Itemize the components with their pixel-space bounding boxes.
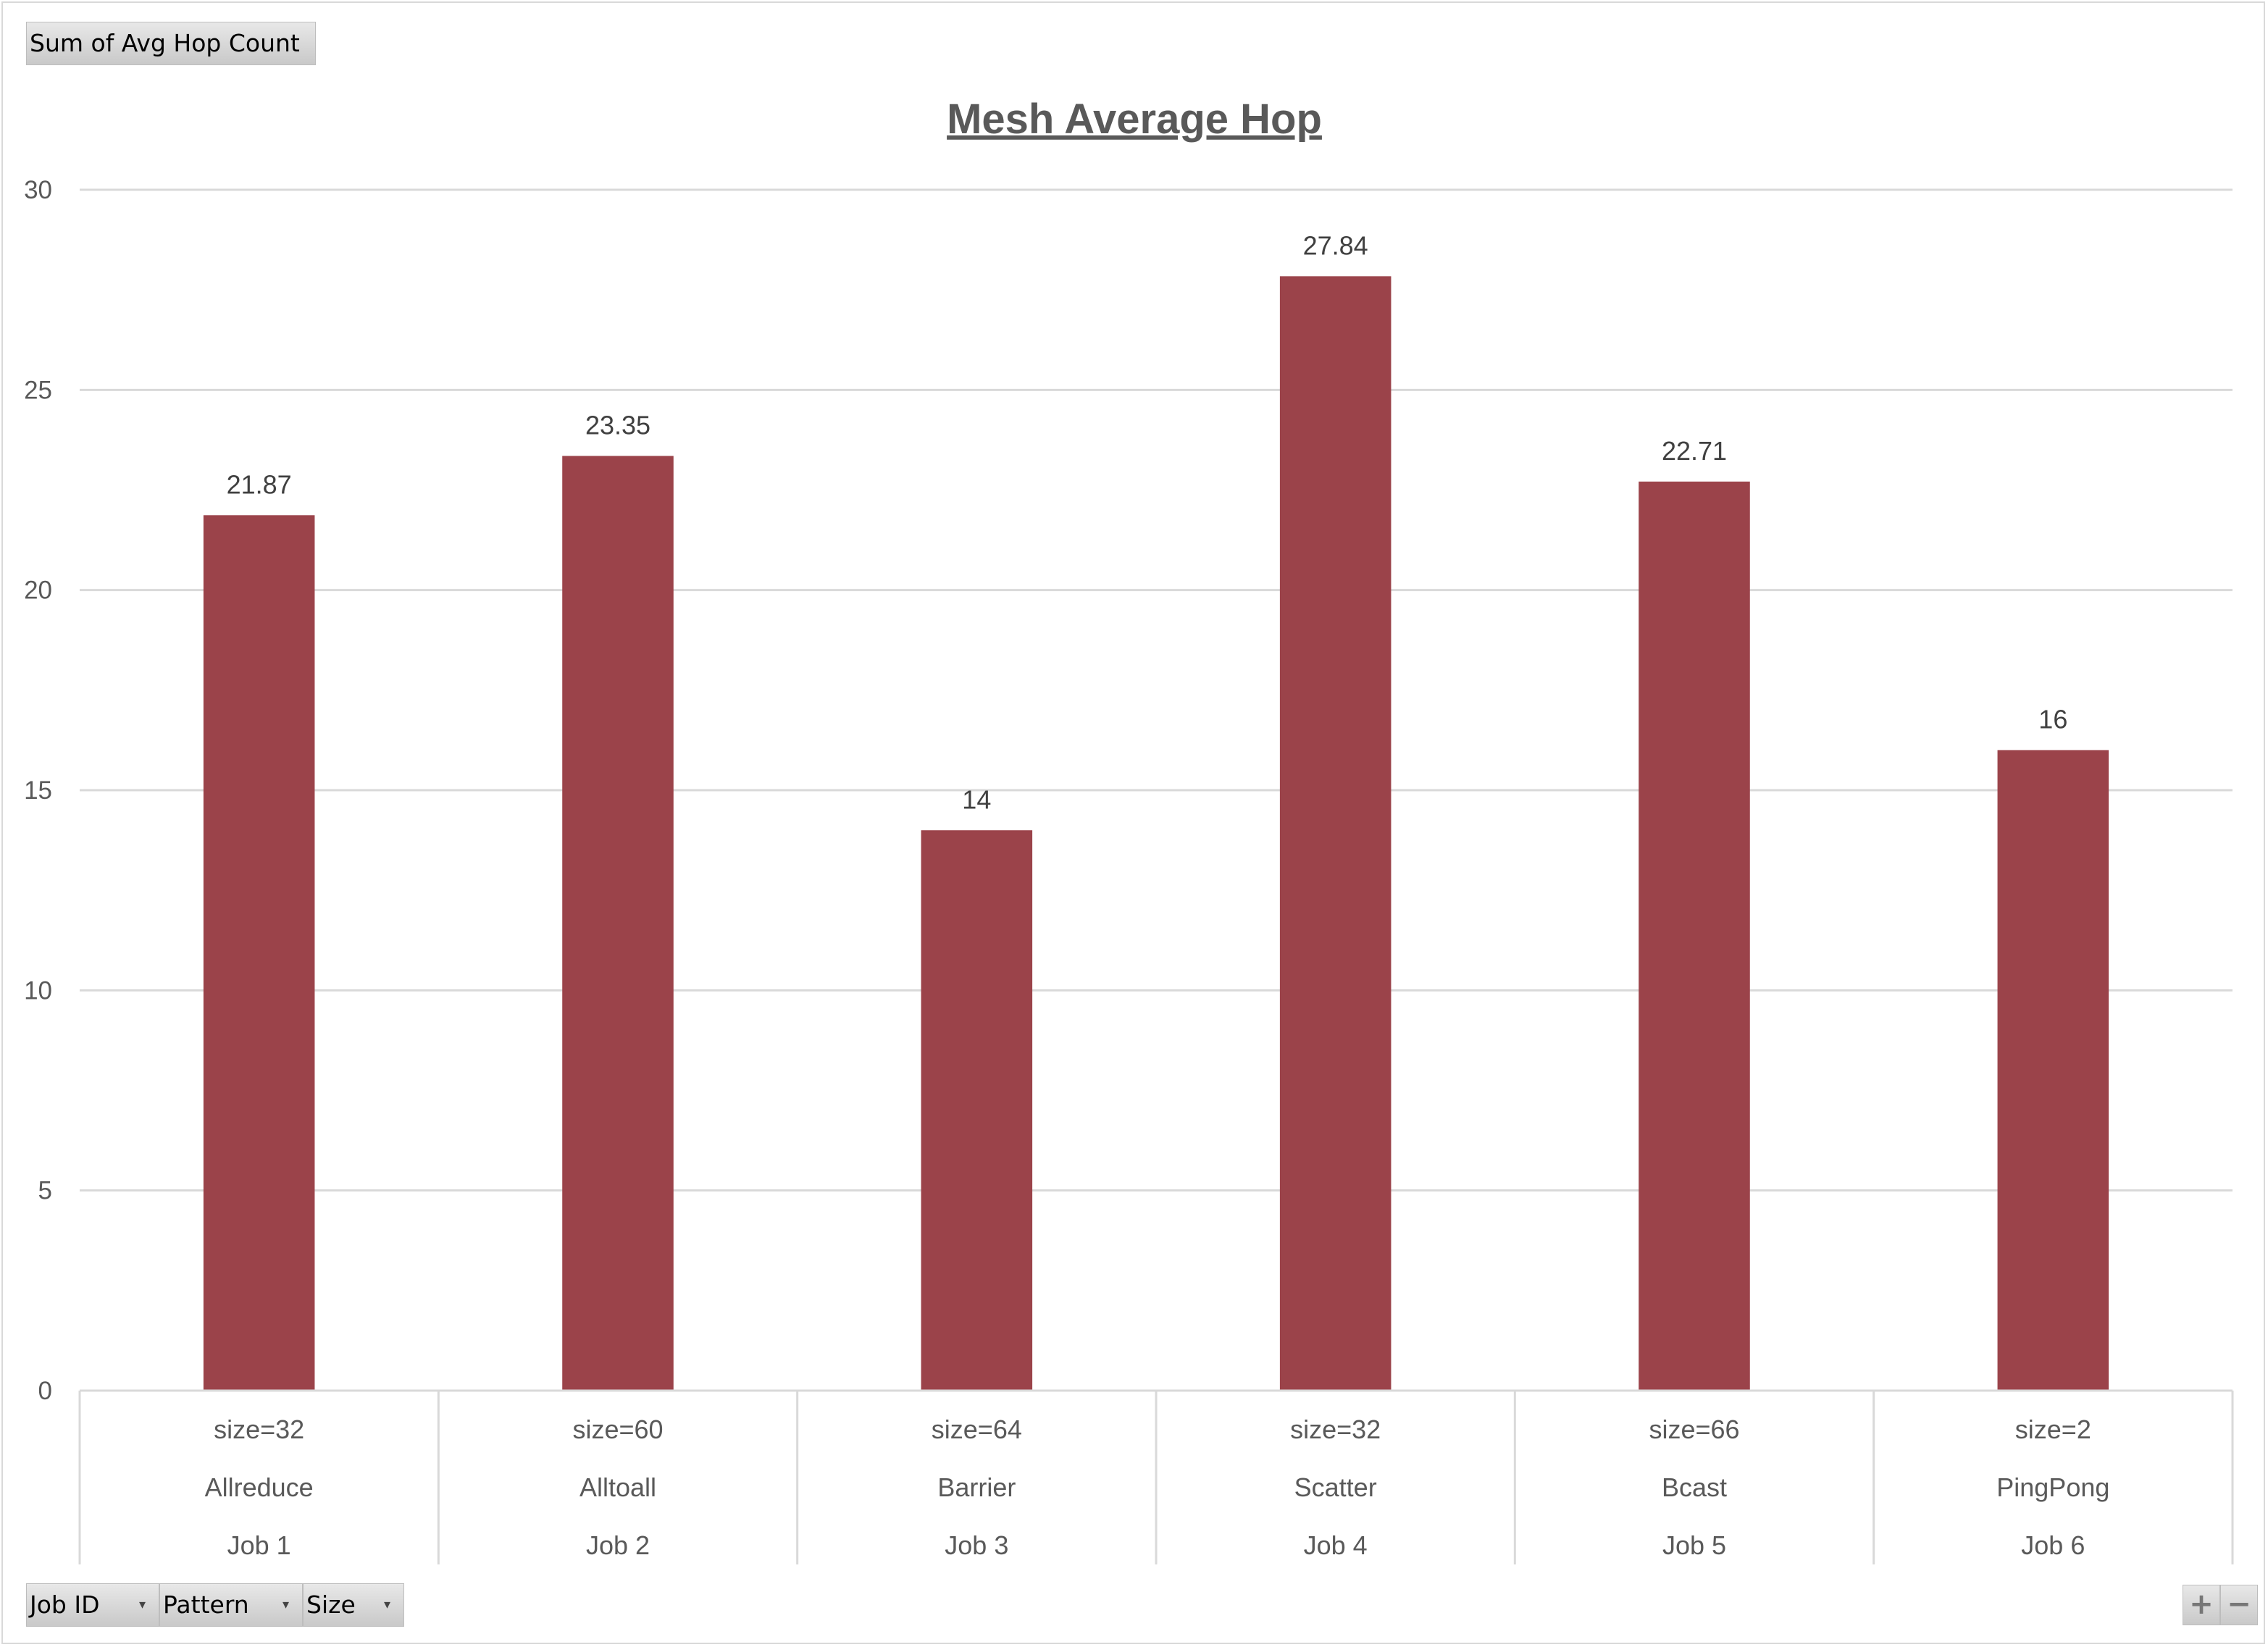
job-id-field-label: Job ID <box>30 1591 100 1619</box>
dropdown-arrow-icon: ▾ <box>138 1597 146 1612</box>
chart-title: Mesh Average Hop <box>947 96 1322 143</box>
data-labels: 21.87 23.35 14 27.84 22.71 16 <box>227 230 2068 814</box>
y-tick-label: 10 <box>24 976 52 1005</box>
x-category-size-label: size=2 <box>2015 1415 2091 1444</box>
y-tick-label: 0 <box>38 1377 52 1405</box>
value-field-button[interactable]: Sum of Avg Hop Count <box>26 22 316 65</box>
x-category-pattern-label: Scatter <box>1294 1472 1377 1502</box>
y-axis-ticks: 0 5 10 15 20 25 30 <box>24 176 52 1405</box>
data-label: 22.71 <box>1662 436 1727 466</box>
data-label: 14 <box>962 784 991 814</box>
axis-field-buttons: Job ID ▾ Pattern ▾ Size ▾ <box>26 1583 404 1628</box>
expand-collapse-controls: + − <box>2183 1585 2258 1627</box>
x-category-pattern-label: PingPong <box>1996 1472 2109 1502</box>
y-tick-label: 5 <box>38 1177 52 1205</box>
x-category-pattern-label: Barrier <box>937 1472 1016 1502</box>
size-field-button[interactable]: Size ▾ <box>303 1583 404 1627</box>
x-category-job-label: Job 6 <box>2021 1530 2085 1560</box>
dropdown-arrow-icon: ▾ <box>282 1597 289 1612</box>
size-field-label: Size <box>306 1591 356 1619</box>
y-tick-label: 15 <box>24 776 52 805</box>
x-category-size-label: size=32 <box>214 1415 304 1444</box>
y-tick-label: 25 <box>24 376 52 404</box>
value-field-label: Sum of Avg Hop Count <box>30 29 300 57</box>
x-category-job-label: Job 1 <box>227 1530 291 1560</box>
bar <box>921 830 1033 1391</box>
x-category-size-label: size=66 <box>1649 1415 1739 1444</box>
y-tick-label: 20 <box>24 577 52 605</box>
bar <box>562 456 674 1391</box>
job-id-field-button[interactable]: Job ID ▾ <box>26 1583 159 1627</box>
dropdown-arrow-icon: ▾ <box>383 1597 390 1612</box>
y-tick-label: 30 <box>24 176 52 204</box>
bar <box>1997 750 2109 1391</box>
x-category-pattern-label: Allreduce <box>205 1472 314 1502</box>
data-label: 23.35 <box>585 411 650 440</box>
pattern-field-button[interactable]: Pattern ▾ <box>159 1583 303 1627</box>
bar <box>1639 481 1750 1391</box>
bar <box>203 515 315 1391</box>
x-category-pattern-label: Alltoall <box>579 1472 656 1502</box>
x-category-size-label: size=60 <box>572 1415 663 1444</box>
bar-series <box>203 276 2109 1391</box>
bar <box>1279 276 1392 1391</box>
expand-field-button[interactable]: + <box>2183 1585 2220 1625</box>
x-category-job-label: Job 5 <box>1662 1530 1726 1560</box>
gridlines <box>80 188 2233 1192</box>
collapse-field-button[interactable]: − <box>2220 1585 2258 1625</box>
pattern-field-label: Pattern <box>163 1591 249 1619</box>
x-axis: size=32 Allreduce Job 1 size=60 Alltoall Job … <box>78 1389 2234 1564</box>
data-label: 21.87 <box>227 469 292 499</box>
x-category-size-label: size=32 <box>1290 1415 1381 1444</box>
data-label: 27.84 <box>1303 230 1368 260</box>
x-category-job-label: Job 2 <box>586 1530 650 1560</box>
x-category-size-label: size=64 <box>932 1415 1022 1444</box>
x-category-pattern-label: Bcast <box>1662 1472 1727 1502</box>
x-category-job-label: Job 3 <box>945 1530 1008 1560</box>
x-category-job-label: Job 4 <box>1304 1530 1368 1560</box>
data-label: 16 <box>2038 705 2067 734</box>
